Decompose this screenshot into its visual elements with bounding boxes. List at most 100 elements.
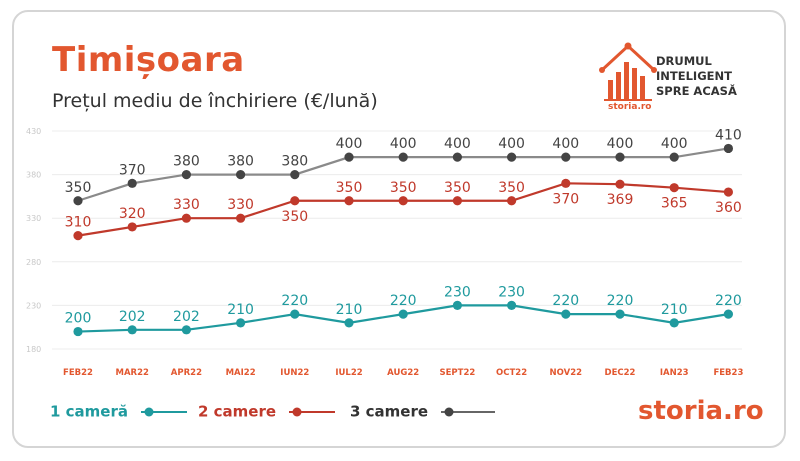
data-label: 410 xyxy=(715,127,742,143)
data-point xyxy=(398,152,408,162)
data-point xyxy=(507,300,517,310)
data-point xyxy=(127,222,137,232)
data-point xyxy=(290,309,300,319)
legend-swatch xyxy=(289,407,336,416)
badge-text: DRUMUL INTELIGENT SPRE ACASĂ xyxy=(656,54,737,99)
data-point xyxy=(669,152,679,162)
data-point xyxy=(344,318,354,328)
x-tick-label: DEC22 xyxy=(605,368,636,378)
y-tick-label: 430 xyxy=(26,127,41,136)
brand-logo: storia.ro xyxy=(638,396,764,426)
data-label: 400 xyxy=(661,136,688,152)
data-label: 380 xyxy=(281,154,308,170)
chart-card xyxy=(12,10,786,448)
data-point xyxy=(452,152,462,162)
data-point xyxy=(73,326,83,337)
x-tick-label: SEPT22 xyxy=(440,368,476,378)
data-label: 220 xyxy=(552,293,579,309)
badge-brand: storia.ro xyxy=(608,102,652,112)
x-tick-label: OCT22 xyxy=(496,368,527,378)
legend-label: 3 camere xyxy=(350,402,429,421)
data-label: 220 xyxy=(715,293,742,309)
legend-label: 1 cameră xyxy=(50,402,128,421)
legend-swatch xyxy=(441,407,496,416)
data-label: 310 xyxy=(65,215,92,231)
data-point xyxy=(669,183,679,193)
data-point xyxy=(73,231,83,241)
data-label: 220 xyxy=(390,293,417,309)
x-tick-label: FEB22 xyxy=(63,368,93,378)
data-label: 400 xyxy=(607,136,634,152)
data-label: 400 xyxy=(498,136,525,152)
data-point xyxy=(344,152,354,162)
y-tick-label: 280 xyxy=(26,258,41,267)
data-label: 350 xyxy=(390,180,417,196)
data-label: 210 xyxy=(336,302,363,318)
data-label: 400 xyxy=(390,136,417,152)
data-label: 369 xyxy=(607,192,634,208)
data-point xyxy=(181,213,191,223)
data-point xyxy=(561,178,571,188)
data-point xyxy=(181,170,191,180)
data-label: 370 xyxy=(552,191,579,207)
legend-item-3: 3 camere xyxy=(350,402,497,421)
data-point xyxy=(73,196,83,206)
badge-line: INTELIGENT xyxy=(656,69,732,83)
data-point xyxy=(398,196,408,206)
chart-title: Timișoara xyxy=(52,40,245,80)
data-point xyxy=(723,187,734,197)
x-tick-label: APR22 xyxy=(171,368,202,378)
data-point xyxy=(290,170,300,180)
legend-item-1: 1 cameră xyxy=(50,402,189,421)
data-point xyxy=(723,143,734,154)
data-point xyxy=(127,325,137,335)
data-label: 380 xyxy=(173,154,200,170)
data-label: 200 xyxy=(65,311,92,327)
data-label: 230 xyxy=(444,284,471,300)
legend-item-2: 2 camere xyxy=(198,402,337,421)
data-point xyxy=(290,196,300,206)
data-point xyxy=(344,196,354,206)
data-point xyxy=(452,196,462,206)
x-tick-label: IUN22 xyxy=(280,368,309,378)
badge-line: SPRE ACASĂ xyxy=(656,84,737,98)
data-point xyxy=(236,318,246,328)
data-label: 230 xyxy=(498,284,525,300)
data-label: 202 xyxy=(119,309,146,325)
data-point xyxy=(561,152,571,162)
data-point xyxy=(615,309,625,319)
data-point xyxy=(236,170,246,180)
data-label: 360 xyxy=(715,200,742,216)
data-point xyxy=(181,325,191,335)
legend-label: 2 camere xyxy=(198,402,277,421)
data-point xyxy=(507,152,517,162)
y-tick-label: 330 xyxy=(26,214,41,223)
data-point xyxy=(561,309,571,319)
house-bars-icon xyxy=(599,42,657,101)
x-tick-label: IUL22 xyxy=(335,368,362,378)
x-tick-label: MAR22 xyxy=(115,368,148,378)
y-tick-label: 380 xyxy=(26,171,41,180)
data-label: 350 xyxy=(498,180,525,196)
data-label: 320 xyxy=(119,206,146,222)
data-label: 330 xyxy=(173,197,200,213)
chart-subtitle: Prețul mediu de închiriere (€/lună) xyxy=(52,90,378,112)
data-label: 365 xyxy=(661,196,688,212)
data-label: 400 xyxy=(444,136,471,152)
y-tick-label: 180 xyxy=(26,345,41,354)
badge-line: DRUMUL xyxy=(656,54,712,68)
data-label: 202 xyxy=(173,309,200,325)
legend-swatch xyxy=(141,407,188,416)
data-label: 330 xyxy=(227,197,254,213)
data-point xyxy=(236,213,246,223)
data-point xyxy=(723,309,734,319)
data-point xyxy=(127,178,137,188)
data-point xyxy=(398,309,408,319)
data-label: 210 xyxy=(661,302,688,318)
x-tick-label: AUG22 xyxy=(387,368,419,378)
data-point xyxy=(615,152,625,162)
data-label: 380 xyxy=(227,154,254,170)
data-label: 400 xyxy=(552,136,579,152)
data-point xyxy=(507,196,517,206)
